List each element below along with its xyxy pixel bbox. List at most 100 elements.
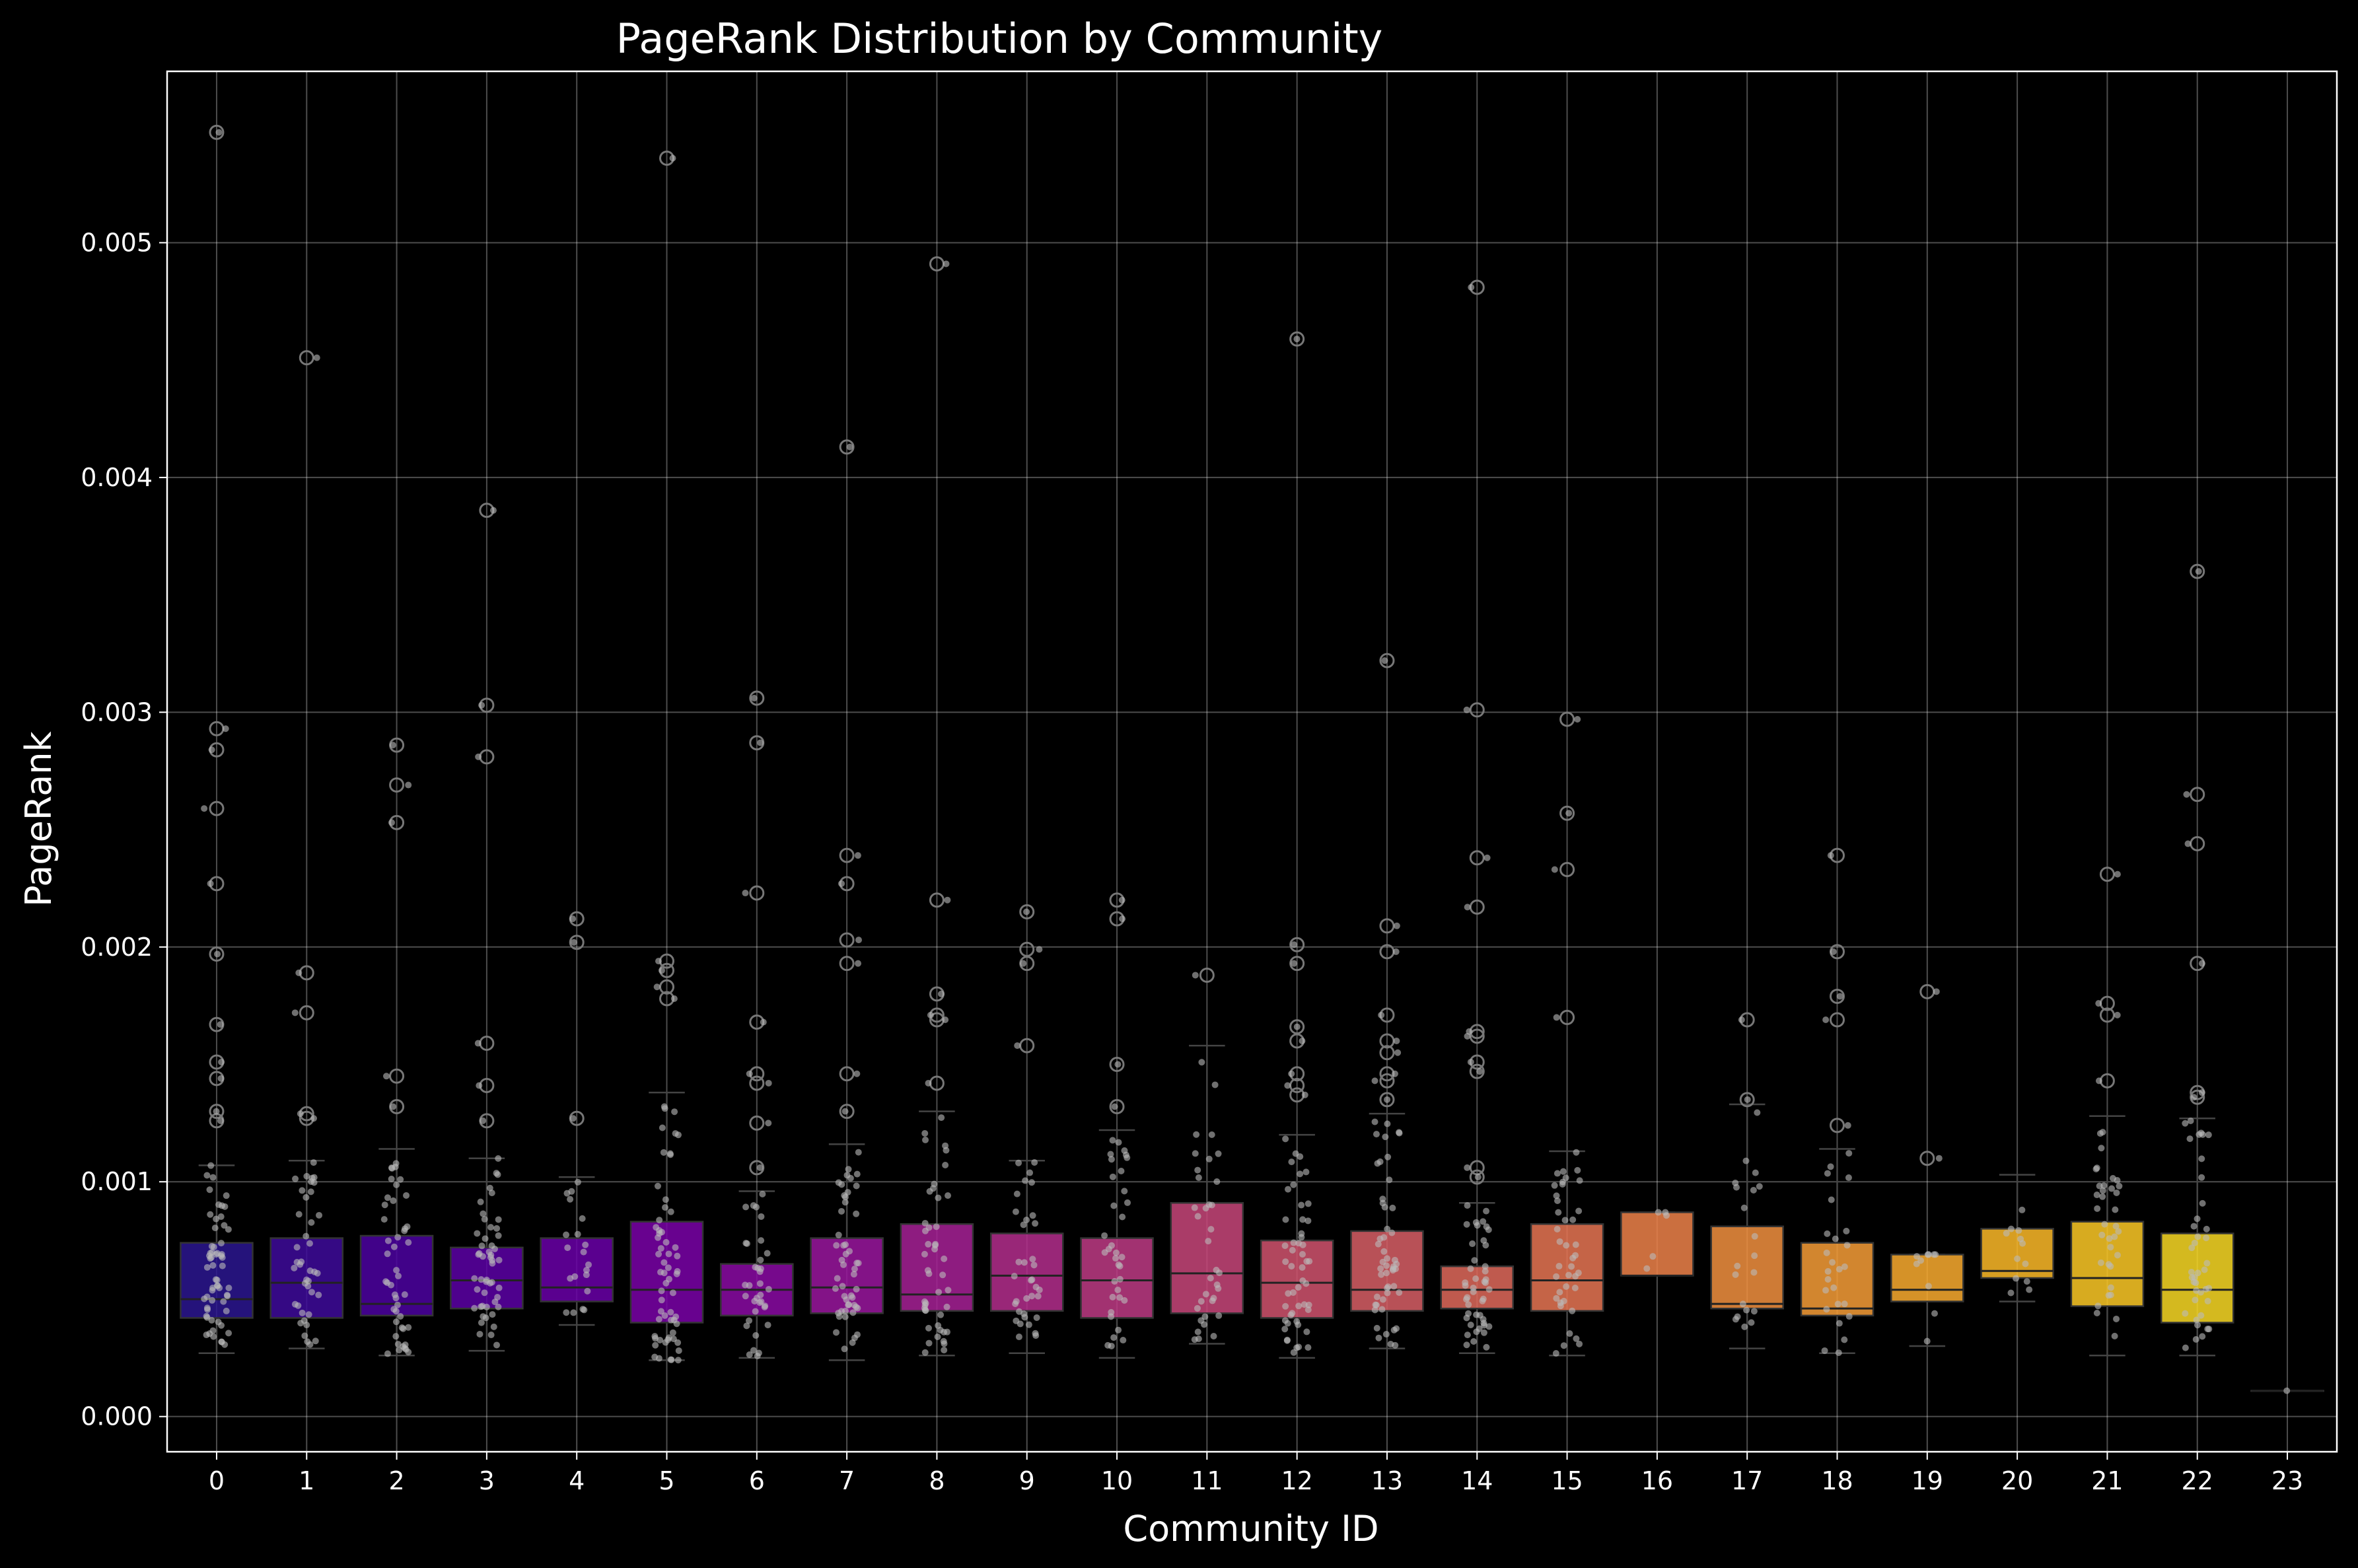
strip-point-12-39 <box>1290 1349 1297 1356</box>
strip-point-14-42 <box>1485 1226 1492 1233</box>
box-iqr-14 <box>1440 1265 1515 1310</box>
outlier-13-8 <box>1379 1092 1395 1108</box>
strip-point-18-24 <box>1845 1174 1852 1182</box>
strip-point-1-43 <box>299 1309 306 1316</box>
strip-point-12-55 <box>1290 1239 1297 1246</box>
strip-point-21-0 <box>2114 871 2121 878</box>
strip-point-0-52 <box>203 1332 210 1339</box>
strip-point-1-25 <box>307 1188 314 1195</box>
strip-point-13-52 <box>1391 1256 1398 1264</box>
strip-point-3-45 <box>487 1254 494 1261</box>
strip-point-10-14 <box>1110 1202 1118 1209</box>
outlier-22-1 <box>2190 787 2205 802</box>
box-6 <box>720 690 794 1359</box>
strip-point-1-18 <box>301 1332 308 1339</box>
strip-point-22-27 <box>2192 1297 2199 1304</box>
strip-point-10-3 <box>1111 1103 1118 1110</box>
x-axis-label: Community ID <box>1123 1508 1378 1550</box>
strip-point-0-4 <box>207 880 214 887</box>
strip-point-22-1 <box>2183 791 2190 798</box>
strip-point-1-34 <box>303 1172 310 1180</box>
strip-point-22-26 <box>2194 1233 2201 1240</box>
strip-point-3-3 <box>474 1040 482 1047</box>
strip-point-5-64 <box>661 1312 668 1319</box>
strip-point-7-53 <box>853 1170 861 1178</box>
strip-point-11-20 <box>1192 1150 1199 1157</box>
strip-point-13-6 <box>1391 1070 1398 1077</box>
strip-point-6-35 <box>764 1250 771 1257</box>
strip-point-9-23 <box>1031 1159 1038 1166</box>
x-tick-label-21: 21 <box>2091 1466 2123 1495</box>
x-tick-label-4: 4 <box>569 1466 585 1495</box>
strip-point-22-36 <box>2197 1312 2205 1319</box>
strip-point-10-29 <box>1116 1294 1124 1301</box>
strip-point-15-40 <box>1576 1177 1583 1184</box>
strip-point-10-34 <box>1108 1308 1115 1316</box>
strip-point-19-9 <box>1917 1257 1925 1264</box>
strip-point-13-41 <box>1384 1255 1391 1262</box>
strip-point-7-52 <box>838 1207 845 1215</box>
strip-point-15-11 <box>1573 1335 1580 1342</box>
strip-point-20-8 <box>2014 1255 2021 1262</box>
strip-point-12-10 <box>1297 1170 1304 1178</box>
strip-point-19-3 <box>1931 1310 1938 1317</box>
strip-point-11-34 <box>1194 1304 1201 1312</box>
strip-point-5-38 <box>667 1208 674 1215</box>
strip-point-14-14 <box>1467 1265 1474 1272</box>
strip-point-4-1 <box>570 939 577 946</box>
ticks: 0 1 2 3 4 5 6 7 8 9 10 11 12 13 14 15 16 17 18 19 20 21 22 230.… <box>81 228 2303 1495</box>
y-tick-label-5: 0.005 <box>81 228 153 257</box>
strip-point-0-10 <box>217 1117 224 1124</box>
strip-point-14-24 <box>1471 1257 1478 1264</box>
strip-point-15-42 <box>1556 1289 1563 1296</box>
strip-point-2-1 <box>405 781 412 789</box>
strip-point-4-10 <box>574 1178 581 1186</box>
strip-point-0-55 <box>225 1285 232 1292</box>
strip-point-9-13 <box>1032 1220 1039 1227</box>
strip-point-17-14 <box>1750 1308 1758 1315</box>
strip-point-22-0 <box>2195 568 2202 575</box>
strip-point-13-8 <box>1384 1096 1391 1103</box>
strip-point-2-28 <box>390 1306 398 1313</box>
outlier-19-1 <box>1919 1151 1935 1166</box>
strip-point-0-32 <box>213 1215 220 1223</box>
strip-point-2-29 <box>391 1291 398 1299</box>
outlier-7-0 <box>839 439 855 455</box>
strip-point-0-68 <box>218 1338 225 1345</box>
strip-point-15-38 <box>1560 1342 1567 1349</box>
strip-point-17-15 <box>1750 1269 1758 1276</box>
strip-point-11-8 <box>1191 1204 1198 1211</box>
strip-point-1-28 <box>303 1232 310 1240</box>
outlier-9-0 <box>1019 904 1035 919</box>
strip-point-14-5 <box>1464 1032 1471 1040</box>
strip-point-13-54 <box>1378 1271 1385 1278</box>
outlier-15-2 <box>1559 862 1575 878</box>
strip-point-3-55 <box>495 1155 502 1162</box>
strip-point-21-37 <box>2114 1252 2121 1259</box>
strip-point-13-24 <box>1383 1269 1390 1277</box>
strip-point-15-0 <box>1574 716 1581 723</box>
strip-point-9-2 <box>1020 960 1027 967</box>
strip-point-12-44 <box>1283 1337 1291 1344</box>
outlier-22-0 <box>2190 563 2205 579</box>
strip-point-17-8 <box>1742 1157 1750 1164</box>
strip-point-21-36 <box>2112 1206 2119 1213</box>
strip-point-12-19 <box>1289 1289 1297 1296</box>
strip-point-11-26 <box>1191 1336 1198 1343</box>
strip-point-11-9 <box>1202 1205 1209 1212</box>
strip-point-6-41 <box>750 1202 757 1209</box>
strip-point-12-3 <box>1293 1023 1301 1030</box>
strip-point-10-35 <box>1116 1262 1124 1269</box>
strip-point-10-5 <box>1112 1255 1120 1262</box>
x-tick-label-18: 18 <box>1821 1466 1853 1495</box>
strip-point-3-50 <box>488 1190 495 1197</box>
strip-point-22-8 <box>2194 1322 2201 1329</box>
x-tick-label-11: 11 <box>1191 1466 1223 1495</box>
strip-point-0-18 <box>209 1297 216 1304</box>
outlier-2-1 <box>389 777 405 793</box>
strip-point-7-37 <box>843 1296 850 1303</box>
x-tick-label-20: 20 <box>2001 1466 2033 1495</box>
strip-point-7-3 <box>855 937 863 944</box>
strip-point-6-7 <box>756 1164 764 1171</box>
strip-point-9-16 <box>1026 1169 1034 1176</box>
